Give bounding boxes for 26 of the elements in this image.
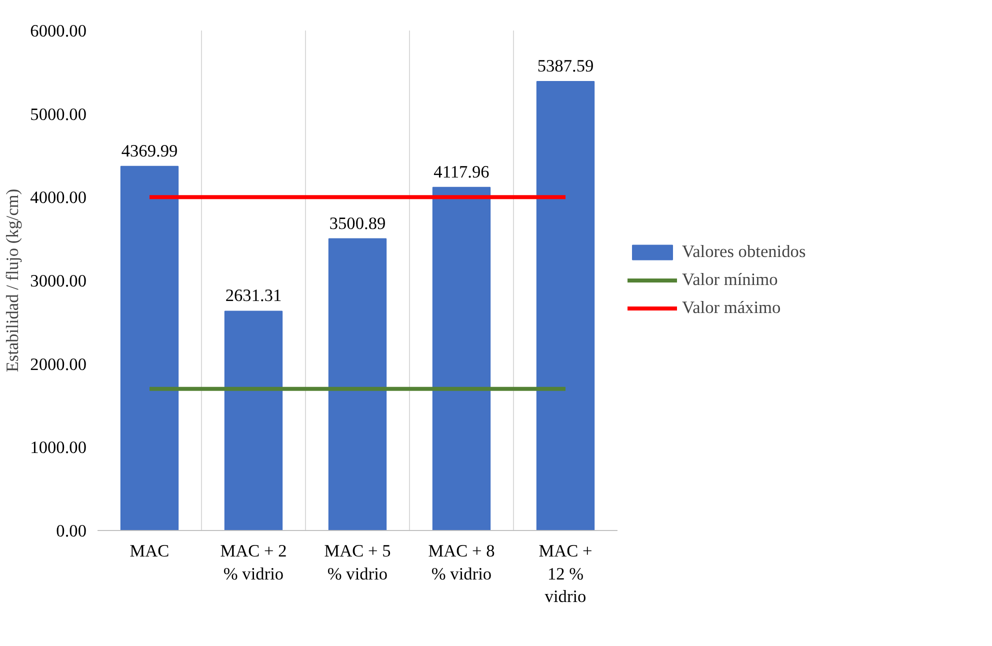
bar xyxy=(224,310,283,530)
x-tick-label: MAC xyxy=(130,542,170,560)
x-tick-label: MAC + 12 % vidrio xyxy=(538,542,592,606)
y-axis-title: Estabilidad / flujo (kg/cm) xyxy=(3,188,22,372)
bar xyxy=(120,166,179,530)
y-tick-label: 5000.00 xyxy=(30,104,87,124)
bar xyxy=(432,186,491,530)
x-tick-label: MAC + 8 % vidrio xyxy=(428,542,495,584)
y-tick-label: 6000.00 xyxy=(30,22,87,40)
data-label: 2631.31 xyxy=(225,286,282,306)
y-tick-label: 1000.00 xyxy=(30,438,87,458)
legend-label: Valor máximo xyxy=(682,298,781,318)
y-tick-label: 4000.00 xyxy=(30,188,87,208)
bar xyxy=(536,81,595,530)
x-tick-label: MAC + 5 % vidrio xyxy=(324,542,391,584)
y-tick-label: 3000.00 xyxy=(30,272,87,290)
y-tick-label: 2000.00 xyxy=(30,354,87,374)
bar xyxy=(328,238,387,530)
data-label: 5387.59 xyxy=(537,56,594,76)
data-label: 4117.96 xyxy=(434,162,490,182)
y-tick-label: 0.00 xyxy=(56,522,87,540)
data-label: 4369.99 xyxy=(121,141,178,160)
data-label: 3500.89 xyxy=(329,214,386,233)
legend-label: Valor mínimo xyxy=(682,270,778,290)
legend-label: Valores obtenidos xyxy=(682,242,806,262)
x-tick-label: MAC + 2 % vidrio xyxy=(220,542,287,584)
